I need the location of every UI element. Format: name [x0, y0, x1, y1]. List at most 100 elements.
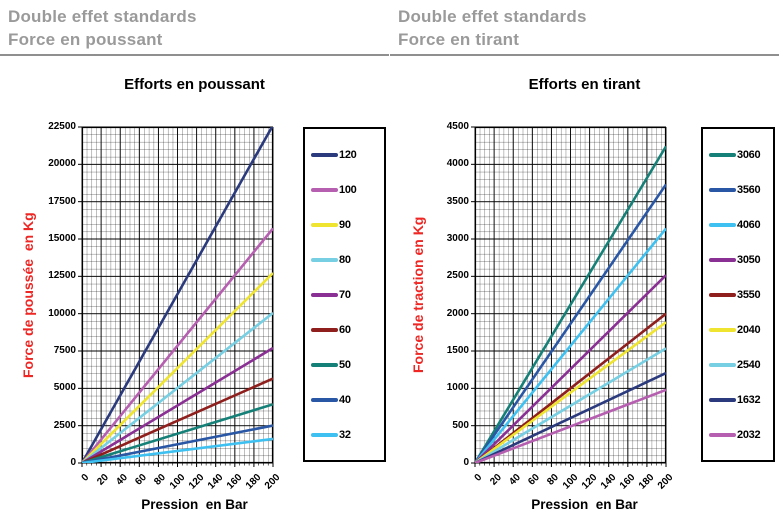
- legend-label: 2040: [737, 323, 761, 336]
- panel-header: Double effet standards Force en tirant: [390, 0, 779, 56]
- y-tick-label: 3500: [446, 195, 469, 207]
- y-tick-label: 2500: [446, 270, 469, 282]
- legend-line-swatch: [709, 152, 736, 157]
- series-line-70: [82, 346, 273, 463]
- legend-label: 4060: [737, 218, 761, 231]
- y-tick-label: 0: [70, 457, 76, 468]
- legend-label: 50: [339, 358, 351, 371]
- legend-label: 100: [339, 183, 357, 196]
- x-tick-label: 60: [526, 472, 543, 488]
- legend-item: 3060: [709, 149, 770, 161]
- panel-title-line1: Double effet standards: [398, 7, 587, 26]
- y-tick-label: 20000: [48, 158, 76, 170]
- x-tick-label: 140: [205, 472, 226, 492]
- legend-label: 3050: [737, 253, 761, 266]
- y-axis-tick-labels: 0 500 1000 1500 2000 2500 3000 3500 4000 4500: [390, 121, 469, 468]
- y-tick-label: 4500: [446, 121, 469, 132]
- legend-line-swatch: [311, 292, 338, 297]
- series-line-3050: [475, 274, 666, 463]
- y-tick-label: 12500: [48, 270, 76, 282]
- y-tick-label: 22500: [48, 121, 76, 132]
- y-tick-label: 15000: [48, 233, 76, 244]
- legend-label: 90: [339, 218, 351, 231]
- x-tick-label: 100: [167, 472, 188, 492]
- panel-title-line1: Double effet standards: [8, 7, 197, 26]
- x-tick-label: 40: [114, 472, 130, 488]
- legend-label: 40: [339, 393, 351, 406]
- x-axis-title: Pression en Bar: [531, 497, 638, 512]
- x-tick-label: 180: [637, 472, 657, 492]
- legend-label: 60: [339, 323, 351, 336]
- series-line-4060: [475, 227, 666, 463]
- y-tick-label: 500: [452, 419, 469, 431]
- legend-item: 60: [311, 324, 381, 336]
- x-tick-label: 160: [617, 472, 638, 492]
- series-line-40: [82, 424, 273, 463]
- plot-area: [78, 126, 274, 467]
- legend-item: 80: [311, 254, 381, 266]
- y-tick-label: 7500: [53, 345, 76, 356]
- legend-line-swatch: [311, 187, 338, 192]
- plot-border: [474, 126, 667, 464]
- x-axis-tick-labels: 0 20 40 60 80 100 120 140 160 180 200: [80, 467, 283, 499]
- x-tick-label: 40: [507, 472, 523, 488]
- series-line-32: [82, 437, 273, 463]
- x-tick-label: 0: [473, 472, 485, 484]
- series-line-80: [82, 311, 273, 463]
- series-line-3060: [475, 145, 666, 463]
- legend-line-swatch: [709, 327, 736, 332]
- x-tick-label: 200: [656, 472, 676, 492]
- series-line-2040: [475, 321, 666, 463]
- legend-item: 70: [311, 289, 381, 301]
- y-tick-label: 1500: [446, 345, 469, 356]
- series-lines: [82, 127, 273, 463]
- y-tick-label: 2000: [446, 307, 469, 319]
- x-tick-label: 140: [598, 472, 619, 492]
- panel-header: Double effet standards Force en poussant: [0, 0, 389, 56]
- series-line-90: [82, 272, 273, 463]
- legend-line-swatch: [709, 222, 736, 227]
- plot-area: [471, 126, 667, 467]
- legend-item: 32: [311, 429, 381, 441]
- x-tick-label: 180: [244, 472, 264, 492]
- series-line-1632: [475, 371, 666, 463]
- legend-line-swatch: [709, 292, 736, 297]
- axis-minor-ticks: [81, 463, 274, 466]
- y-tick-label: 4000: [446, 158, 469, 170]
- x-axis-tick-labels: 0 20 40 60 80 100 120 140 160 180 200: [473, 467, 676, 499]
- chart-title: Efforts en tirant: [528, 76, 641, 94]
- series-line-3560: [475, 183, 666, 463]
- legend-line-swatch: [709, 432, 736, 437]
- series-line-2540: [475, 347, 666, 463]
- y-tick-label: 3000: [446, 233, 469, 244]
- legend-line-swatch: [311, 432, 338, 437]
- legend-label: 1632: [737, 393, 761, 406]
- legend-item: 4060: [709, 219, 770, 231]
- legend-item: 2032: [709, 429, 770, 441]
- x-tick-label: 120: [579, 472, 600, 492]
- chart-legend: 3060 3560 4060 3050 3550 2040 2540 1632 2032: [701, 127, 775, 462]
- legend-item: 2040: [709, 324, 770, 336]
- legend-label: 32: [339, 428, 351, 441]
- legend-line-swatch: [311, 362, 338, 367]
- legend-label: 120: [339, 148, 357, 161]
- series-line-100: [82, 227, 273, 463]
- panel-force-tirant: Double effet standards Force en tirant E…: [390, 0, 779, 524]
- legend-line-swatch: [709, 397, 736, 402]
- legend-line-swatch: [311, 397, 338, 402]
- x-tick-label: 160: [224, 472, 245, 492]
- x-axis-title: Pression en Bar: [141, 497, 248, 512]
- x-tick-label: 60: [133, 472, 150, 488]
- plot-svg: [78, 126, 274, 467]
- x-tick-label: 80: [152, 472, 169, 488]
- panel-title-line2: Force en tirant: [398, 30, 520, 49]
- legend-label: 2540: [737, 358, 761, 371]
- plot-svg: [471, 126, 667, 467]
- legend-line-swatch: [709, 187, 736, 192]
- panel-title-line2: Force en poussant: [8, 30, 163, 49]
- y-tick-label: 0: [463, 457, 469, 468]
- y-axis-tick-labels: 0 2500 5000 7500 10000 12500 15000 17500 20000 22…: [0, 121, 76, 468]
- legend-item: 120: [311, 149, 381, 161]
- legend-label: 3550: [737, 288, 761, 301]
- chart-legend: 120 100 90 80 70 60 50 40 32: [303, 127, 386, 462]
